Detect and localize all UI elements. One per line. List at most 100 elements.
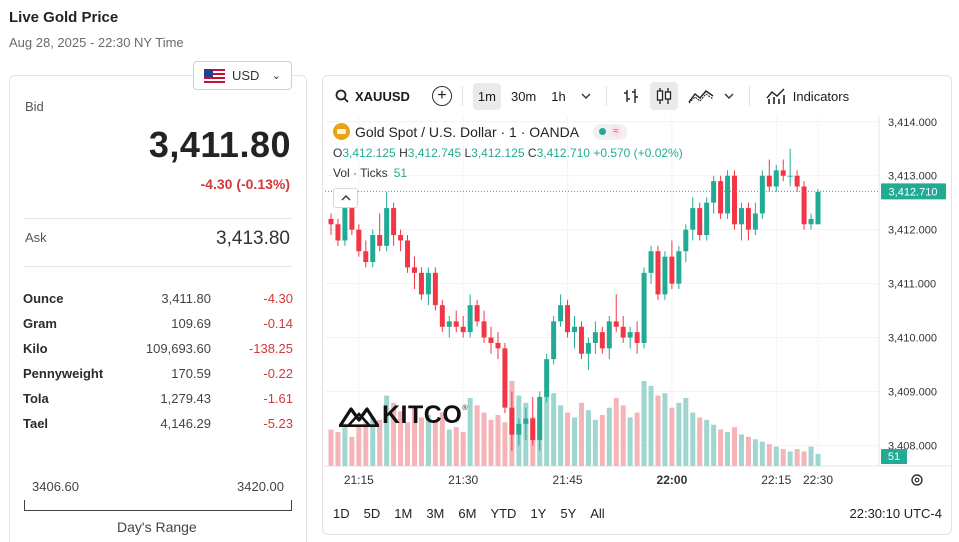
candle-body	[370, 235, 376, 263]
candle-body	[460, 326, 466, 333]
candle-body	[342, 208, 348, 241]
candle-body	[432, 272, 438, 306]
candle-body	[530, 418, 536, 441]
chevron-down-icon[interactable]	[724, 93, 734, 99]
chevron-down-icon[interactable]	[581, 93, 591, 99]
unit-name: Pennyweight	[23, 366, 104, 381]
market-open-icon	[599, 128, 607, 135]
volume-bar	[467, 398, 473, 466]
range-6m[interactable]: 6M	[458, 506, 477, 521]
range-toolbar: 1D 5D 1M 3M 6M YTD 1Y 5Y All	[333, 506, 619, 521]
legend-title: Gold Spot / U.S. Dollar · 1 · OANDA	[355, 123, 580, 140]
area-style-icon[interactable]	[688, 88, 714, 104]
range-high: 3420.00	[237, 479, 284, 494]
candle-body	[418, 272, 424, 295]
unit-row-kilo: Kilo 109,693.60 -138.25	[23, 340, 293, 365]
volume-bar	[634, 412, 640, 466]
volume-bar	[780, 449, 786, 466]
candle-body	[704, 202, 710, 236]
candle-body	[759, 175, 765, 214]
y-tick-label: 3,411.000	[888, 279, 936, 291]
range-5y[interactable]: 5Y	[560, 506, 577, 521]
volume-bar	[328, 429, 334, 466]
symbol-search[interactable]: XAUUSD	[335, 89, 410, 104]
volume-bar	[773, 446, 779, 466]
interval-1m[interactable]: 1m	[472, 82, 501, 110]
candle-body	[405, 240, 411, 268]
volume-bar	[432, 419, 438, 466]
collapse-legend-button[interactable]	[333, 188, 358, 208]
chevron-up-icon	[341, 195, 350, 201]
candle-body	[773, 170, 779, 187]
last-price-tag	[881, 183, 946, 200]
divider	[24, 266, 292, 267]
unit-name: Kilo	[23, 341, 48, 356]
volume-bar	[418, 417, 424, 466]
kitco-mark-icon	[339, 406, 379, 427]
candle-body	[349, 208, 355, 230]
candle-body	[384, 208, 390, 246]
range-all[interactable]: All	[590, 506, 605, 521]
volume-bar	[676, 402, 682, 466]
candle-body	[509, 407, 515, 435]
volume-bar	[787, 451, 793, 466]
candle-body	[411, 267, 417, 273]
last-volume-label: 51	[888, 451, 900, 463]
kitco-logo: KITCO ®	[339, 401, 467, 430]
volume-bar	[363, 422, 369, 466]
candle-body	[578, 326, 584, 354]
volume-bar	[627, 417, 633, 466]
candle-body	[627, 332, 633, 338]
bar-style-icon[interactable]	[622, 87, 640, 105]
candle-body	[592, 332, 598, 343]
y-tick-label: 3,409.000	[888, 386, 937, 398]
range-3m[interactable]: 3M	[426, 506, 445, 521]
unit-row-ounce: Ounce 3,411.80 -4.30	[23, 290, 293, 315]
volume-bar	[801, 451, 807, 466]
unit-change: -5.23	[263, 416, 293, 431]
currency-select[interactable]: USD ⌄	[193, 61, 292, 90]
x-tick-label: 21:15	[344, 473, 374, 487]
volume-bar	[488, 419, 494, 466]
volume-bar	[578, 402, 584, 466]
volume-bar	[662, 393, 668, 466]
range-1m[interactable]: 1M	[394, 506, 413, 521]
volume-bar	[641, 381, 647, 466]
range-ytd[interactable]: YTD	[490, 506, 517, 521]
price-chart[interactable]: 3,414.000 3,413.000 3,412.000 3,411.000 3,41…	[323, 116, 952, 496]
chart-toolbar: XAUUSD + 1m 30m 1h Indicators	[323, 76, 951, 116]
y-tick-label: 3,410.000	[888, 333, 937, 345]
indicators-button[interactable]: Indicators	[766, 87, 849, 105]
unit-row-gram: Gram 109.69 -0.14	[23, 315, 293, 340]
candle-body	[606, 321, 612, 349]
y-tick-label: 3,412.000	[888, 225, 937, 237]
currency-label: USD	[232, 68, 260, 83]
symbol-label: XAUUSD	[355, 88, 410, 104]
volume-bar	[766, 444, 772, 466]
volume-bar	[725, 432, 731, 466]
candle-body	[815, 191, 821, 225]
settings-icon[interactable]	[911, 474, 923, 486]
volume-bar	[453, 427, 459, 466]
plus-circle-icon[interactable]: +	[431, 86, 452, 106]
volume-bar	[342, 423, 348, 466]
candle-body	[391, 208, 397, 236]
interval-1h[interactable]: 1h	[551, 88, 566, 104]
candle-style-icon[interactable]	[649, 82, 678, 110]
x-tick-label: 21:30	[448, 473, 478, 487]
volume-bar	[356, 425, 362, 466]
candle-body	[585, 342, 591, 354]
range-label: Day's Range	[117, 519, 197, 535]
chart-clock[interactable]: 22:30:10 UTC-4	[849, 506, 943, 521]
range-1y[interactable]: 1Y	[530, 506, 547, 521]
interval-30m[interactable]: 30m	[510, 88, 537, 104]
candle-body	[711, 181, 717, 203]
volume-bar	[391, 402, 397, 466]
candle-body	[453, 321, 459, 327]
range-1d[interactable]: 1D	[333, 506, 350, 521]
range-bar	[24, 500, 292, 511]
ohlc-values: O3,412.125 H3,412.745 L3,412.125 C3,412.…	[333, 146, 683, 160]
range-5d[interactable]: 5D	[363, 506, 381, 521]
volume-bar	[439, 412, 445, 466]
unit-change: -4.30	[263, 291, 293, 306]
